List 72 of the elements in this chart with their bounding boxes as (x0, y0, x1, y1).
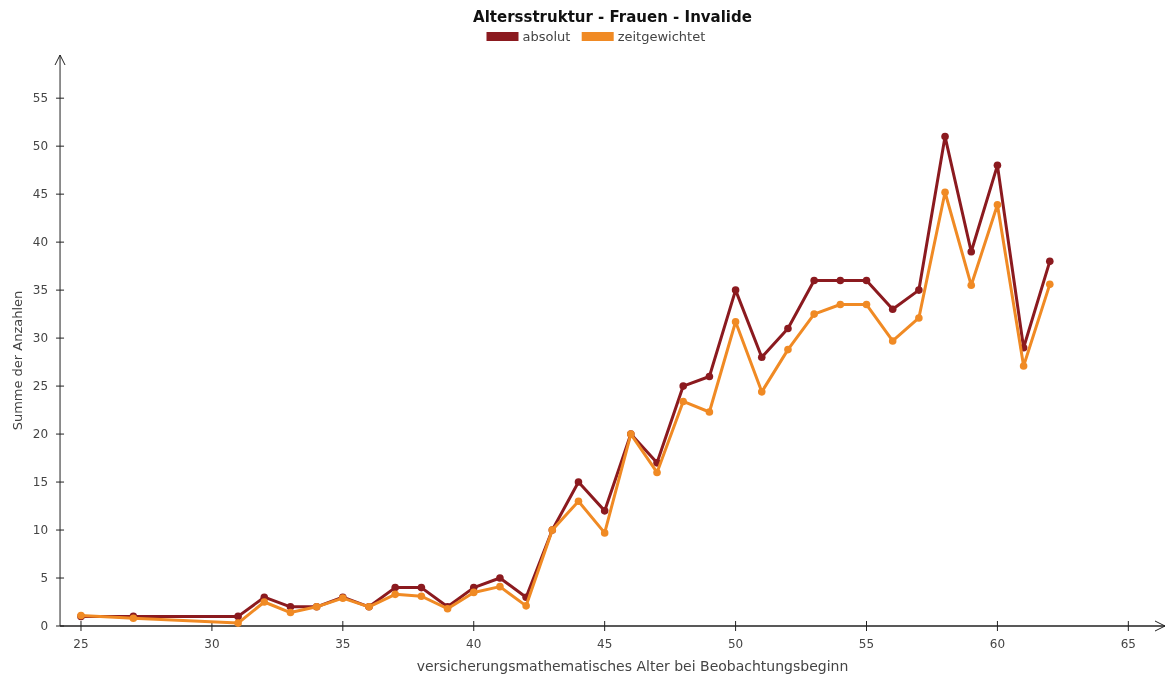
point (757, 388, 766, 396)
point (862, 276, 871, 285)
point (731, 317, 740, 326)
point (1045, 257, 1054, 266)
point (810, 276, 818, 285)
point (496, 574, 504, 582)
point (391, 583, 399, 592)
x-axis-title: versicherungsmathematisches Alter bei Beobachtungsbeginn (416, 658, 849, 674)
point (915, 314, 923, 322)
x-tick-label: 50 (727, 637, 744, 651)
point (600, 507, 609, 515)
point (836, 276, 845, 285)
point (967, 247, 976, 256)
point (731, 286, 740, 294)
y-tick-label: 15 (32, 475, 49, 490)
x-tick-label: 55 (858, 637, 875, 651)
point (286, 608, 295, 617)
y-tick-label: 35 (32, 283, 49, 298)
point (1045, 280, 1054, 289)
legend-label: zeitgewichtet (617, 29, 706, 44)
point (915, 286, 923, 294)
y-tick-label: 45 (32, 187, 49, 202)
point (234, 612, 242, 621)
point (391, 590, 399, 599)
point (1019, 362, 1028, 370)
point (862, 300, 871, 309)
point (705, 372, 714, 381)
legend-label: absolut (522, 29, 571, 44)
y-tick-label: 55 (32, 91, 49, 106)
y-tick-label: 50 (32, 139, 49, 154)
x-tick-label: 40 (466, 637, 482, 651)
x-tick-label: 25 (73, 637, 89, 651)
point (600, 529, 609, 537)
y-tick-label: 10 (32, 523, 49, 538)
point (522, 602, 530, 610)
point (993, 161, 1002, 170)
point (417, 583, 426, 592)
point (941, 188, 949, 197)
x-tick-label: 30 (204, 637, 220, 651)
point (784, 345, 792, 354)
y-axis-title: Summe der Anzahlen (10, 290, 25, 431)
point (705, 408, 714, 416)
point (888, 337, 897, 345)
point (469, 588, 478, 597)
y-tick-label: 25 (32, 379, 49, 394)
point (260, 598, 269, 606)
point (784, 324, 792, 333)
point (234, 619, 242, 627)
point (496, 582, 504, 591)
point (941, 132, 949, 141)
chart-title: Altersstruktur - Frauen - Invalide (473, 8, 752, 26)
point (993, 200, 1002, 209)
x-tick-label: 60 (989, 637, 1006, 651)
point (574, 497, 583, 506)
x-tick-label: 65 (1120, 637, 1136, 651)
y-tick-label: 20 (32, 427, 49, 442)
x-tick-label: 35 (335, 637, 351, 651)
point (417, 592, 426, 601)
point (679, 382, 688, 390)
point (757, 353, 766, 362)
point (574, 478, 583, 486)
y-tick-label: 5 (40, 571, 49, 586)
y-tick-label: 0 (40, 619, 49, 633)
point (810, 310, 818, 318)
point (888, 305, 897, 314)
point (836, 300, 845, 309)
y-tick-label: 30 (32, 331, 49, 346)
point (967, 281, 976, 290)
point (653, 468, 661, 477)
y-tick-label: 40 (32, 235, 49, 250)
x-tick-label: 45 (597, 637, 613, 651)
point (679, 397, 688, 406)
